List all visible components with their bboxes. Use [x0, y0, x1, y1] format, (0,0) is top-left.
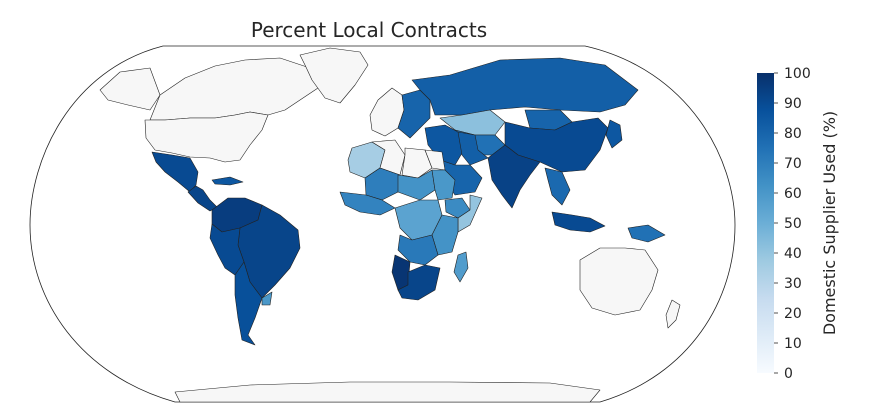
- colorbar-tick-label: 30: [784, 276, 802, 292]
- region-indonesia: [551, 211, 606, 233]
- colorbar-tick-label: 60: [784, 186, 802, 202]
- region-angola-zambia: [397, 234, 439, 266]
- region-antarctica: [174, 381, 601, 403]
- colorbar-tick-label: 20: [784, 306, 802, 322]
- colorbar-tick-label: 80: [784, 126, 802, 142]
- region-argentina: [234, 261, 263, 346]
- colorbar-tick-label: 40: [784, 246, 802, 262]
- region-sudan: [431, 169, 456, 201]
- colorbar-tick-label: 100: [784, 66, 811, 82]
- region-greenland: [299, 47, 369, 104]
- region-turkey-middle-east: [424, 124, 466, 166]
- region-united-states: [144, 111, 269, 163]
- colorbar-tick-label: 0: [784, 366, 793, 382]
- region-australia: [579, 247, 659, 316]
- region-west-africa: [339, 191, 396, 216]
- colorbar-ticks: 0 10 20 30 40 50 60 70 80 90 100: [774, 66, 811, 382]
- colorbar-tick-label: 50: [784, 216, 802, 232]
- region-south-africa: [397, 264, 441, 301]
- region-central-america: [187, 185, 218, 212]
- region-india: [487, 144, 541, 209]
- region-japan: [605, 119, 623, 149]
- region-cuba: [211, 176, 244, 186]
- region-uruguay: [261, 291, 273, 306]
- map-title: Percent Local Contracts: [251, 18, 487, 42]
- colorbar-tick-label: 10: [784, 336, 802, 352]
- region-russia: [411, 57, 639, 116]
- region-madagascar: [453, 251, 469, 283]
- region-southeast-asia: [544, 167, 571, 206]
- region-papua-new-guinea: [627, 224, 666, 243]
- region-alaska: [99, 67, 161, 111]
- colorbar-tick-label: 70: [784, 156, 802, 172]
- colorbar-label: Domestic Supplier Used (%): [820, 111, 839, 335]
- region-new-zealand: [665, 299, 681, 329]
- colorbar: [757, 73, 774, 373]
- countries-layer: [99, 47, 681, 403]
- colorbar-tick-label: 90: [784, 96, 802, 112]
